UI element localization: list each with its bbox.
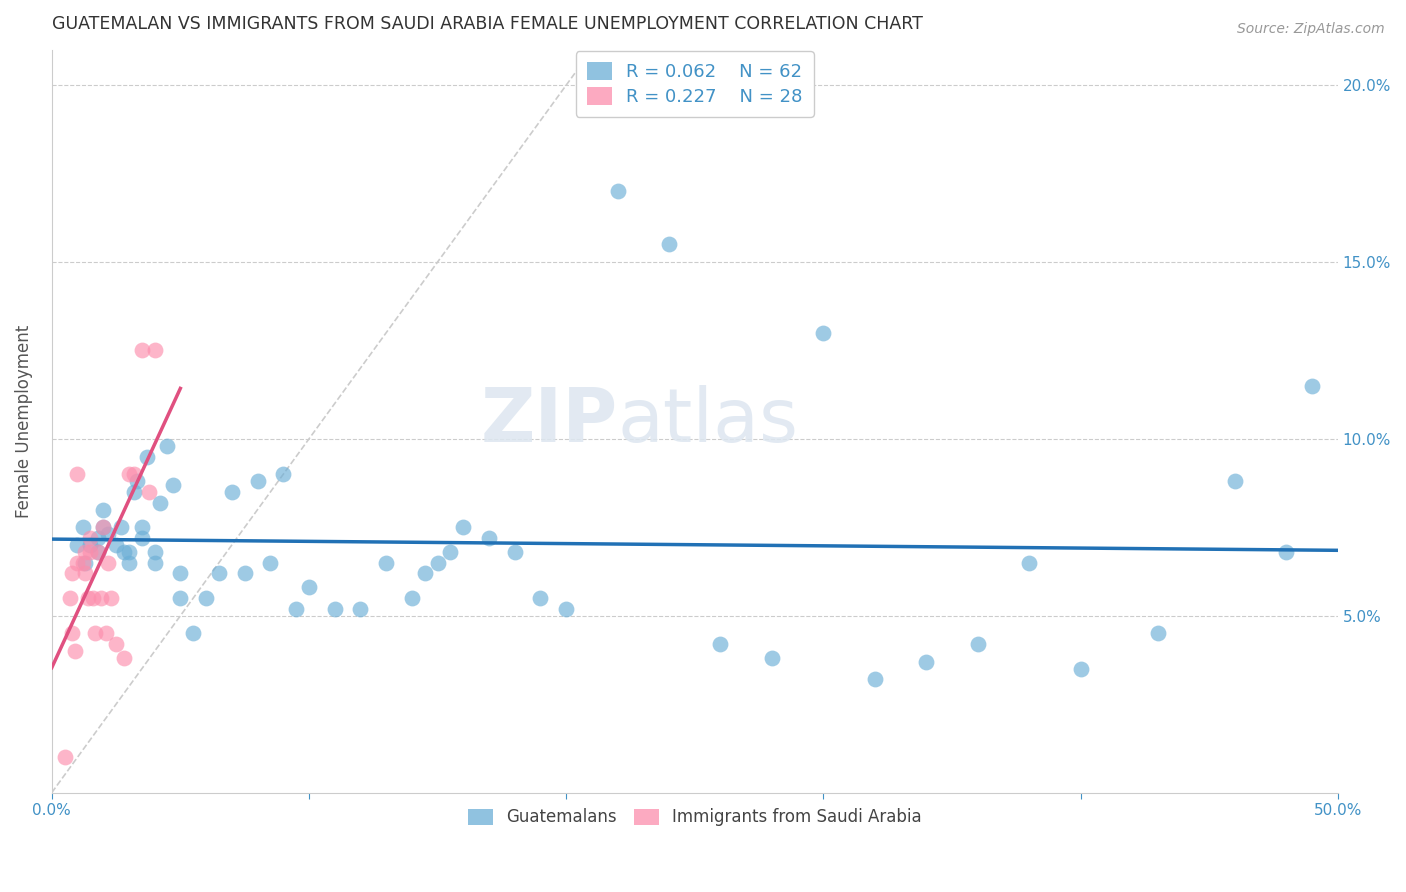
Point	[122, 485, 145, 500]
Point	[87, 531, 110, 545]
Point	[606, 184, 628, 198]
Point	[72, 520, 94, 534]
Point	[143, 545, 166, 559]
Point	[84, 626, 107, 640]
Point	[439, 545, 461, 559]
Point	[966, 637, 988, 651]
Point	[59, 591, 82, 606]
Point	[91, 520, 114, 534]
Point	[110, 520, 132, 534]
Point	[87, 545, 110, 559]
Point	[72, 556, 94, 570]
Point	[221, 485, 243, 500]
Point	[298, 581, 321, 595]
Point	[323, 601, 346, 615]
Point	[91, 502, 114, 516]
Point	[478, 531, 501, 545]
Point	[156, 439, 179, 453]
Point	[195, 591, 218, 606]
Point	[208, 566, 231, 581]
Point	[76, 591, 98, 606]
Point	[131, 343, 153, 358]
Point	[413, 566, 436, 581]
Point	[813, 326, 835, 340]
Point	[118, 467, 141, 482]
Point	[112, 545, 135, 559]
Point	[60, 566, 83, 581]
Text: ZIP: ZIP	[481, 384, 617, 458]
Point	[79, 538, 101, 552]
Point	[451, 520, 474, 534]
Text: GUATEMALAN VS IMMIGRANTS FROM SAUDI ARABIA FEMALE UNEMPLOYMENT CORRELATION CHART: GUATEMALAN VS IMMIGRANTS FROM SAUDI ARAB…	[52, 15, 922, 33]
Point	[90, 591, 112, 606]
Point	[63, 644, 86, 658]
Point	[75, 566, 97, 581]
Point	[401, 591, 423, 606]
Point	[122, 467, 145, 482]
Point	[426, 556, 449, 570]
Point	[658, 237, 681, 252]
Point	[1275, 545, 1298, 559]
Point	[60, 626, 83, 640]
Point	[91, 520, 114, 534]
Point	[87, 545, 110, 559]
Point	[100, 591, 122, 606]
Point	[1018, 556, 1040, 570]
Point	[143, 556, 166, 570]
Point	[112, 651, 135, 665]
Point	[709, 637, 731, 651]
Point	[259, 556, 281, 570]
Point	[761, 651, 783, 665]
Point	[375, 556, 398, 570]
Point	[1223, 475, 1246, 489]
Point	[233, 566, 256, 581]
Legend: Guatemalans, Immigrants from Saudi Arabia: Guatemalans, Immigrants from Saudi Arabi…	[458, 798, 932, 837]
Point	[529, 591, 551, 606]
Point	[66, 538, 89, 552]
Point	[162, 478, 184, 492]
Point	[82, 591, 104, 606]
Point	[105, 538, 128, 552]
Point	[53, 750, 76, 764]
Point	[181, 626, 204, 640]
Point	[79, 531, 101, 545]
Point	[1070, 662, 1092, 676]
Point	[125, 475, 148, 489]
Point	[915, 655, 938, 669]
Point	[118, 545, 141, 559]
Point	[131, 531, 153, 545]
Point	[135, 450, 157, 464]
Point	[138, 485, 160, 500]
Text: Source: ZipAtlas.com: Source: ZipAtlas.com	[1237, 22, 1385, 37]
Point	[349, 601, 371, 615]
Point	[503, 545, 526, 559]
Y-axis label: Female Unemployment: Female Unemployment	[15, 325, 32, 518]
Point	[79, 545, 101, 559]
Point	[285, 601, 308, 615]
Point	[1146, 626, 1168, 640]
Point	[271, 467, 294, 482]
Point	[97, 527, 120, 541]
Point	[555, 601, 578, 615]
Text: atlas: atlas	[617, 384, 799, 458]
Point	[143, 343, 166, 358]
Point	[118, 556, 141, 570]
Point	[863, 673, 886, 687]
Point	[75, 545, 97, 559]
Point	[94, 626, 117, 640]
Point	[246, 475, 269, 489]
Point	[131, 520, 153, 534]
Point	[1301, 379, 1323, 393]
Point	[97, 556, 120, 570]
Point	[105, 637, 128, 651]
Point	[66, 467, 89, 482]
Point	[75, 556, 97, 570]
Point	[169, 591, 191, 606]
Point	[169, 566, 191, 581]
Point	[149, 495, 172, 509]
Point	[66, 556, 89, 570]
